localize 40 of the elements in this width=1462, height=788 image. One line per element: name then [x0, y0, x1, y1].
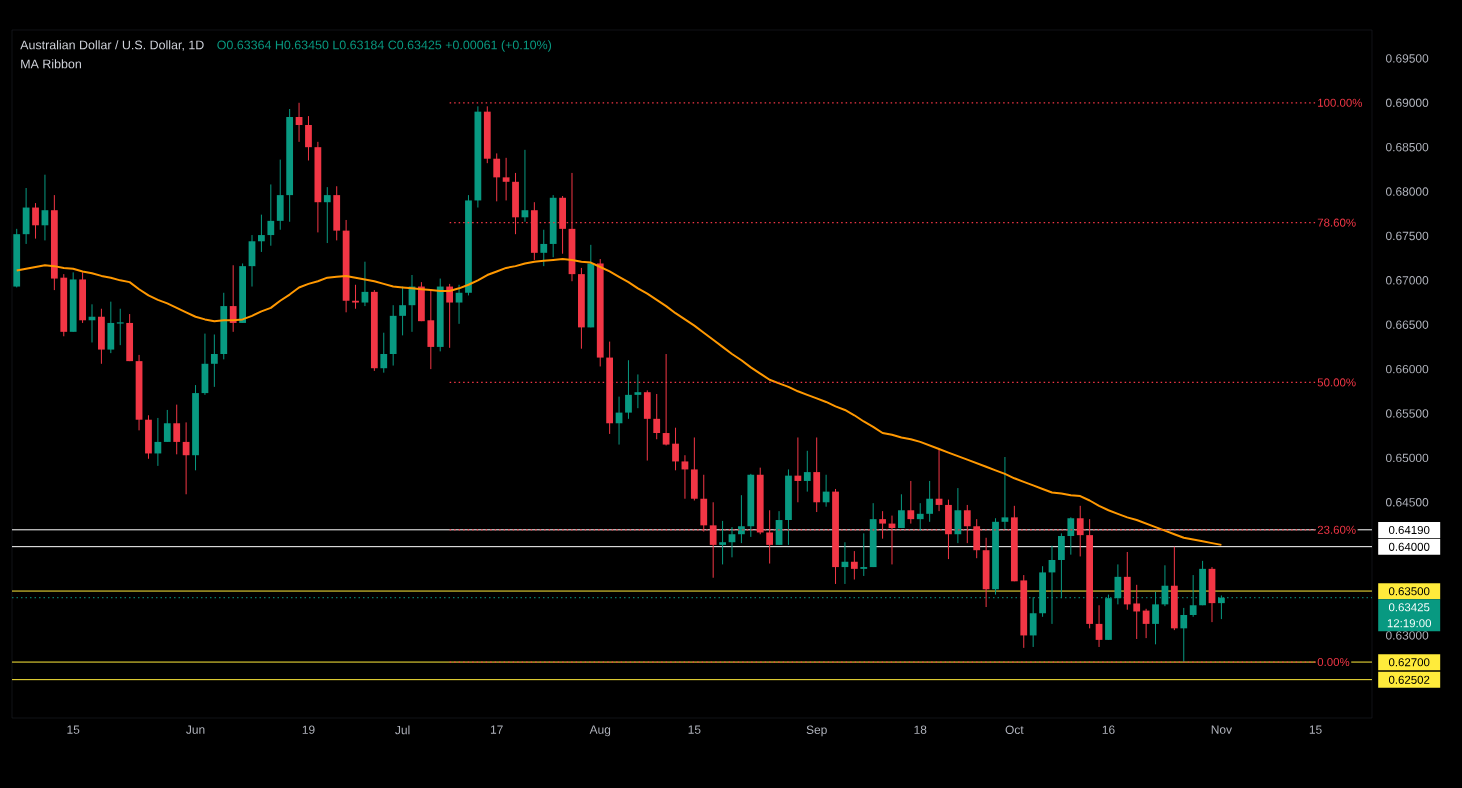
text: O0.63364 H0.63450 L0.63184 C0.63425 +0.00061 (+0.10%) [217, 40, 552, 52]
y-tick-label: 0.69000 [1385, 98, 1429, 108]
x-tick-label: 15 [1309, 725, 1322, 734]
x-tick-label: Jun [186, 725, 205, 734]
y-tick-label: 0.64500 [1385, 498, 1429, 507]
y-tick-label: 0.66500 [1385, 320, 1429, 329]
y-tick-label: 0.69500 [1385, 54, 1429, 63]
series-label: 100.00% [1318, 98, 1363, 107]
series-label: 23.60% [1317, 525, 1356, 534]
y-tick-label: 0.65500 [1385, 409, 1429, 418]
text: Australian Dollar / U.S. Dollar, 1D [20, 40, 204, 51]
y-tick-label: 0.68500 [1385, 142, 1429, 152]
ref-line-label: 0.63500 [1388, 587, 1430, 596]
y-tick-label: 0.68000 [1385, 187, 1429, 196]
series-label: 50.00% [1317, 378, 1356, 387]
ref-line-label: 0.64000 [1388, 542, 1430, 551]
x-tick-label: 19 [302, 725, 315, 734]
x-tick-label: Sep [806, 725, 827, 737]
x-tick-label: Nov [1211, 725, 1232, 734]
x-tick-label: 17 [490, 725, 503, 734]
x-tick-label: 15 [67, 725, 80, 734]
y-tick-label: 0.65000 [1385, 453, 1429, 463]
y-tick-label: 0.67500 [1385, 231, 1429, 241]
y-tick-label: 0.63000 [1385, 631, 1429, 640]
x-tick-label: Oct [1005, 725, 1024, 734]
ref-line-label: 0.62700 [1388, 658, 1430, 667]
ref-line-label: 0.63425 [1388, 603, 1430, 612]
annotation: MA Ribbon [21, 59, 81, 69]
x-tick-label: 16 [1102, 725, 1115, 734]
x-tick-label: 18 [914, 725, 927, 734]
y-tick-label: 0.66000 [1385, 364, 1429, 374]
y-tick-label: 0.67000 [1385, 276, 1429, 285]
text: 12:19:00 [1387, 619, 1432, 628]
x-tick-label: 15 [688, 725, 701, 734]
series-label: 0.00% [1317, 658, 1350, 667]
x-tick-label: Jul [395, 725, 410, 735]
series-label: 78.60% [1317, 218, 1356, 227]
ref-line-label: 0.62502 [1388, 675, 1430, 684]
x-tick-label: Aug [589, 725, 611, 737]
ref-line-label: 0.64190 [1388, 525, 1430, 535]
